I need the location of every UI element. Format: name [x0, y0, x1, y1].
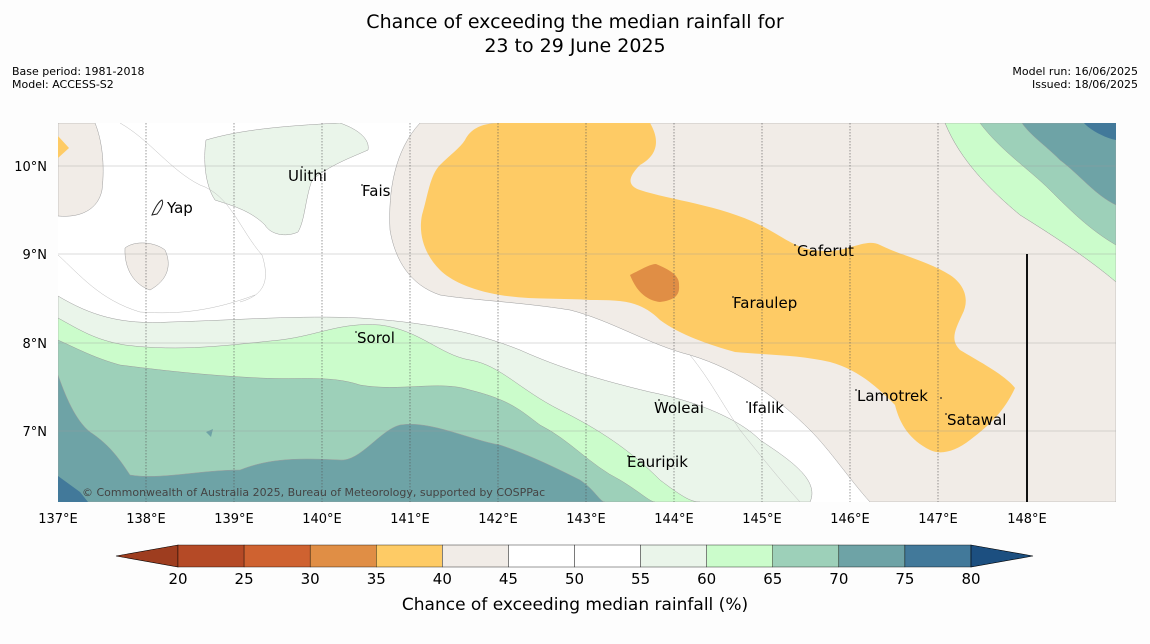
base-period: Base period: 1981-2018 [12, 65, 145, 78]
meta-right: Model run: 16/06/2025 Issued: 18/06/2025 [1012, 65, 1138, 91]
colorbar-segment [706, 544, 773, 568]
colorbar-tick-label: 40 [433, 570, 452, 588]
contour-40-45-west1 [58, 123, 104, 217]
colorbar-segment [838, 544, 906, 568]
lon-label-142e: 142°E [478, 512, 518, 527]
colorbar-extend-high [970, 544, 1034, 568]
island-dots [301, 166, 947, 457]
place-woleai[interactable]: Woleai [654, 399, 704, 417]
lon-label-139e: 139°E [214, 512, 254, 527]
contour-35-40-west [58, 136, 69, 158]
lon-labels: 137°E 138°E 139°E 140°E 141°E 142°E 143°… [38, 512, 1047, 527]
lon-label-144e: 144°E [654, 512, 694, 527]
colorbar-tick-label: 20 [168, 570, 187, 588]
contour-line-2 [58, 254, 256, 314]
lon-label-141e: 141°E [390, 512, 430, 527]
chart-title: Chance of exceeding the median rainfall … [0, 10, 1150, 58]
colorbar-segment [177, 544, 245, 568]
lon-label-148e: 148°E [1007, 512, 1047, 527]
contour-ne-75-80 [1084, 123, 1116, 140]
contour-40-45-west2 [124, 242, 169, 291]
colorbar-tick-label: 35 [367, 570, 386, 588]
colorbar-tick-label: 65 [763, 570, 782, 588]
colorbar-segment [574, 544, 641, 568]
colorbar-extend-low [115, 544, 179, 568]
colorbar-tick-label: 60 [697, 570, 716, 588]
model-name: Model: ACCESS-S2 [12, 78, 114, 91]
place-gaferut[interactable]: Gaferut [797, 242, 854, 260]
model-run: Model run: 16/06/2025 [1012, 65, 1138, 78]
gridlines-lon [145, 123, 939, 502]
lat-label-7n: 7°N [23, 425, 48, 440]
place-ifalik[interactable]: Ifalik [748, 399, 784, 417]
colorbar-tick-label: 45 [499, 570, 518, 588]
meta-left: Base period: 1981-2018 Model: ACCESS-S2 [12, 65, 144, 91]
place-ulithi[interactable]: Ulithi [288, 167, 327, 185]
colorbar-tick-label: 75 [895, 570, 914, 588]
colorbar-segment [376, 544, 443, 568]
lon-label-138e: 138°E [126, 512, 166, 527]
contour-30-35 [630, 264, 680, 302]
place-sorol[interactable]: Sorol [357, 329, 395, 347]
lon-label-146e: 146°E [830, 512, 870, 527]
lat-label-9n: 9°N [23, 248, 48, 263]
issued-date: Issued: 18/06/2025 [1031, 78, 1138, 91]
contour-55-60-north [204, 123, 369, 236]
contour-75-80-sw [58, 476, 88, 502]
place-yap[interactable]: Yap [166, 199, 193, 217]
lon-label-145e: 145°E [742, 512, 782, 527]
contour-ne-70-75 [1021, 123, 1116, 206]
colorbar-segment [508, 544, 575, 568]
contour-line-1 [119, 123, 266, 303]
copyright-text: © Commonwealth of Australia 2025, Bureau… [82, 486, 545, 499]
colorbar-segment [640, 544, 707, 568]
lon-label-140e: 140°E [302, 512, 342, 527]
lon-label-137e: 137°E [38, 512, 78, 527]
place-satawal[interactable]: Satawal [947, 411, 1006, 429]
lat-label-10n: 10°N [14, 160, 47, 175]
contour-line-3 [689, 354, 801, 502]
place-faraulep[interactable]: Faraulep [733, 294, 797, 312]
contour-35-40 [420, 123, 1015, 453]
colorbar-tick-label: 50 [565, 570, 584, 588]
lat-label-8n: 8°N [23, 337, 48, 352]
colorbar-tick-label: 55 [631, 570, 650, 588]
colorbar-segment [772, 544, 840, 568]
colorbar-tick-label: 30 [301, 570, 320, 588]
lon-label-147e: 147°E [918, 512, 958, 527]
place-lamotrek[interactable]: Lamotrek [857, 387, 928, 405]
map-area[interactable]: Yap Ulithi Fais Gaferut Faraulep Sorol W… [58, 123, 1116, 502]
island-yap-shape [151, 199, 164, 216]
colorbar-segment [904, 544, 972, 568]
place-eauripik[interactable]: Eauripik [627, 453, 688, 471]
colorbar-tick-label: 70 [829, 570, 848, 588]
place-labels: Yap Ulithi Fais Gaferut Faraulep Sorol W… [166, 167, 1006, 471]
colorbar-segment [243, 544, 311, 568]
title-line-2: 23 to 29 June 2025 [484, 35, 666, 57]
lon-label-143e: 143°E [566, 512, 606, 527]
colorbar-tick-label: 80 [961, 570, 980, 588]
gridlines-lat [58, 165, 1116, 432]
contour-70-75 [58, 374, 606, 502]
colorbar-segment [309, 544, 377, 568]
place-fais[interactable]: Fais [362, 182, 391, 200]
colorbar-title: Chance of exceeding median rainfall (%) [402, 595, 748, 615]
title-line-1: Chance of exceeding the median rainfall … [366, 11, 784, 33]
colorbar-segment [442, 544, 509, 568]
colorbar-legend: 20 25 30 35 40 45 50 55 60 65 70 75 80 [115, 544, 1034, 588]
colorbar-tick-label: 25 [235, 570, 254, 588]
lat-labels: 10°N 9°N 8°N 7°N [14, 160, 47, 440]
